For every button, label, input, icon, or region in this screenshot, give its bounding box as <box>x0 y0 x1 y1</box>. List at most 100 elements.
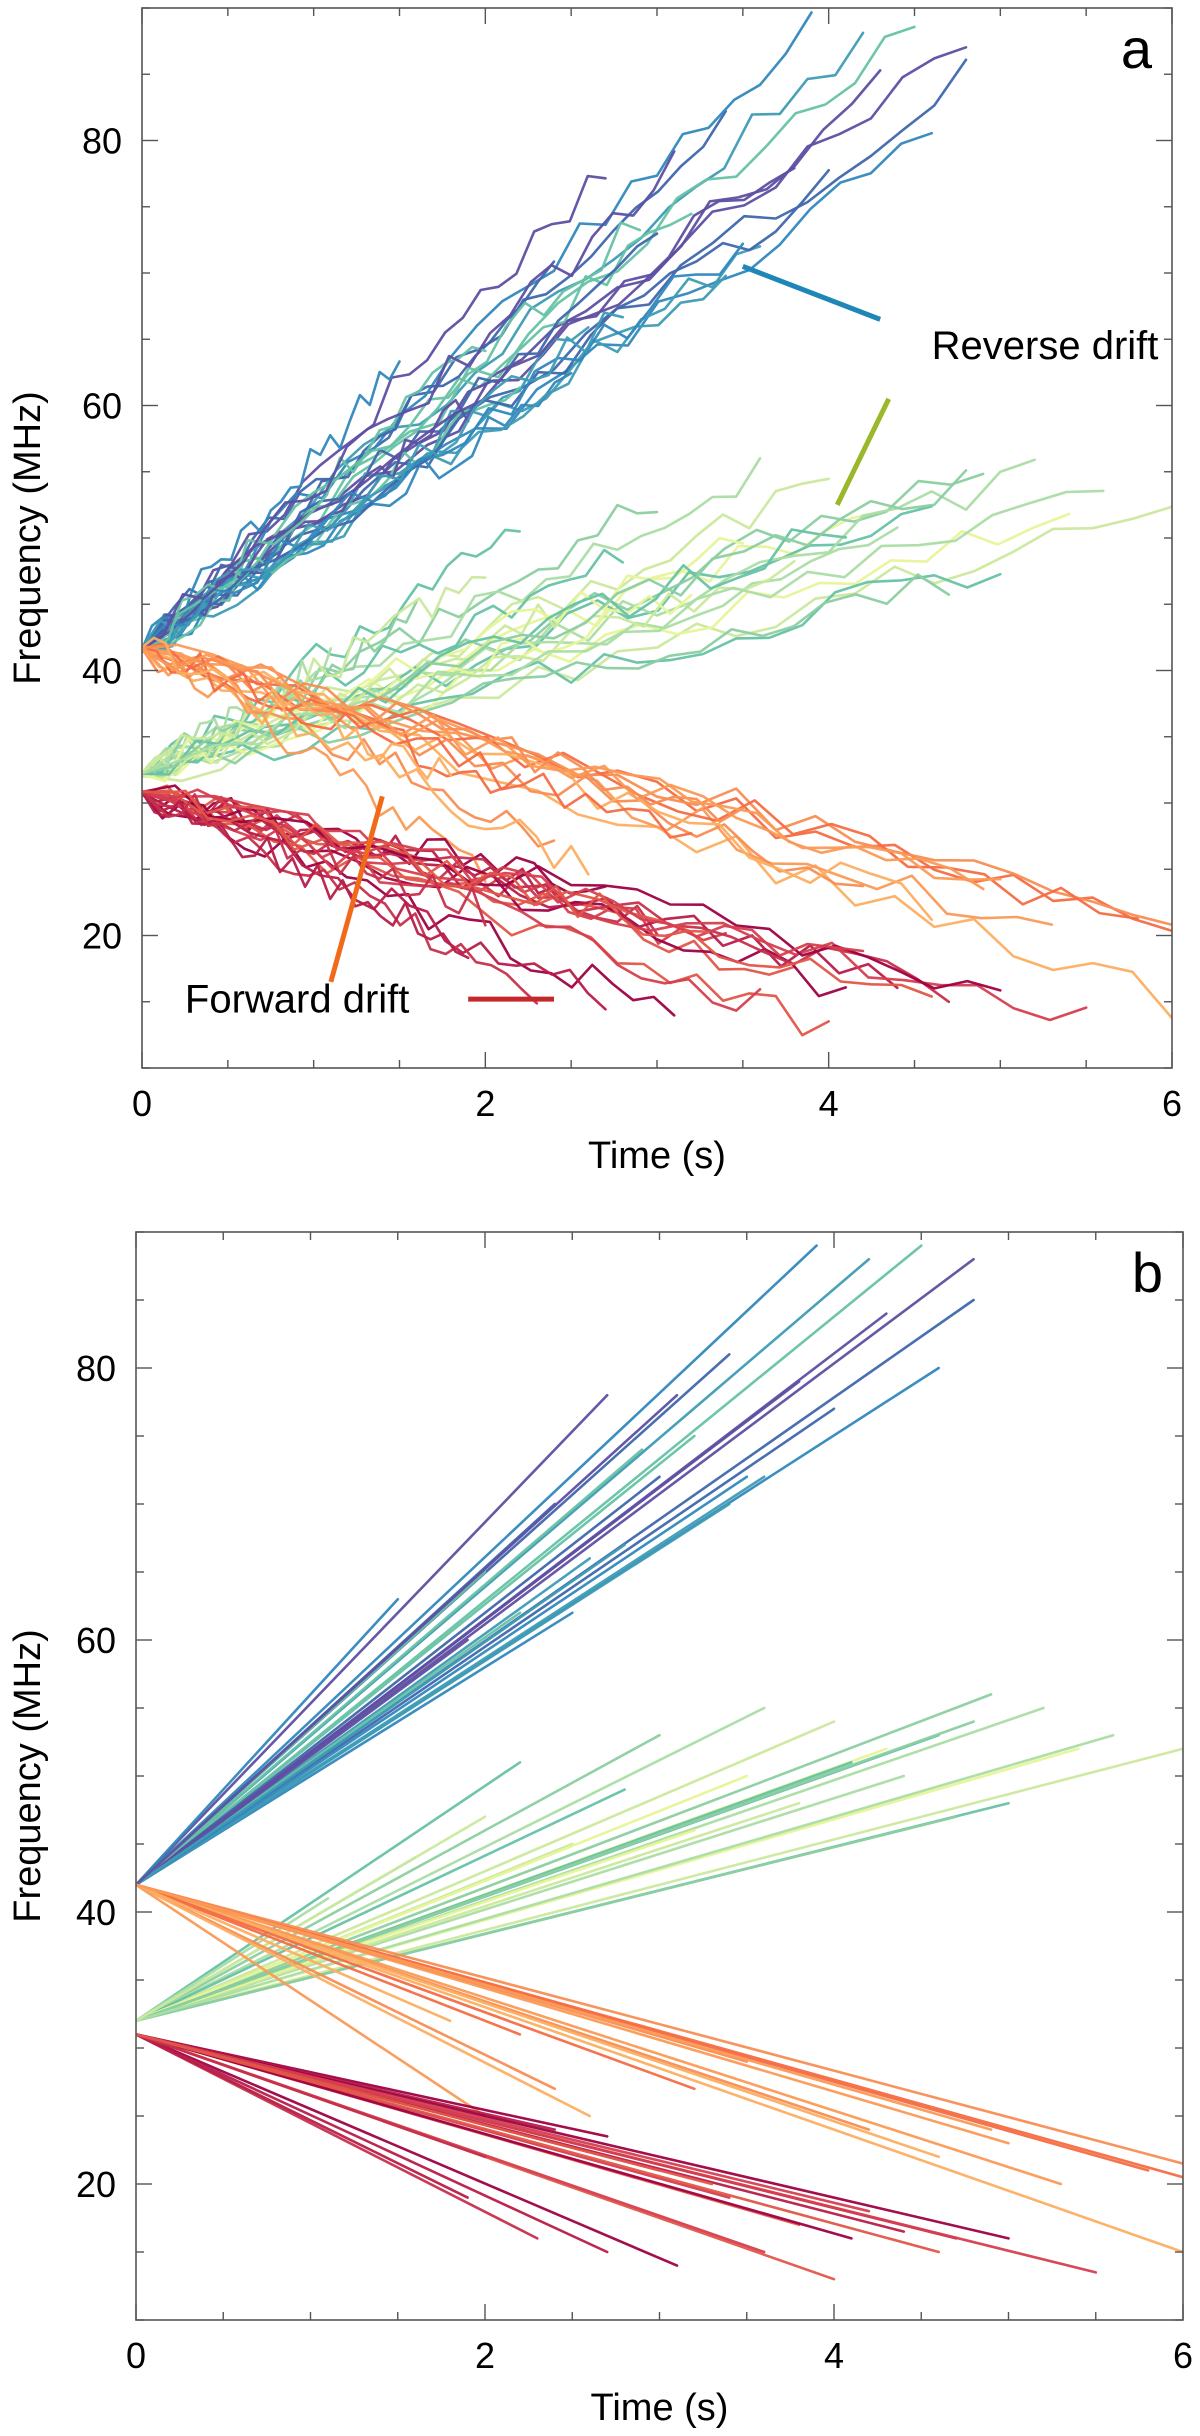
burst-line <box>136 1883 1183 2254</box>
burst-line <box>142 360 401 651</box>
series-1 <box>142 457 1172 783</box>
panel-b-tick-labels: 0 2 4 6 20 40 60 80 <box>76 1348 1193 2376</box>
x-tick-label: 4 <box>819 1083 839 1124</box>
burst-line <box>136 1393 679 1887</box>
burst-line <box>142 25 916 653</box>
burst-line <box>142 274 727 652</box>
burst-line <box>136 2033 469 2199</box>
burst-line <box>142 345 487 651</box>
burst-line <box>142 311 624 650</box>
annotation-label: Forward drift <box>185 977 410 1021</box>
series-3 <box>136 2033 1098 2281</box>
y-tick-label: 60 <box>82 386 122 427</box>
y-tick-label: 80 <box>82 121 122 162</box>
panel-a-letter: a <box>1121 17 1153 80</box>
burst-line <box>142 489 1105 775</box>
x-tick-label: 6 <box>1162 1083 1182 1124</box>
burst-line <box>136 1883 591 2118</box>
panel-a-ticks <box>141 7 1173 1069</box>
burst-line <box>136 2033 714 2186</box>
panel-b-y-axis-label: Frequency (MHz) <box>7 1629 49 1923</box>
burst-line <box>142 790 487 927</box>
burst-line <box>136 1393 609 1887</box>
burst-line <box>136 1720 836 2023</box>
panel-a-x-axis-label: Time (s) <box>588 1135 726 1177</box>
burst-line <box>142 647 333 777</box>
burst-line <box>136 2033 609 2254</box>
series-2 <box>136 1883 1183 2254</box>
burst-line <box>136 2033 940 2254</box>
y-tick-label: 40 <box>82 651 122 692</box>
panel-b-bursts <box>136 1244 1183 2281</box>
burst-line <box>142 386 521 652</box>
burst-line <box>136 1815 487 2023</box>
burst-line <box>136 1883 557 2091</box>
burst-line <box>136 1829 696 2023</box>
x-tick-label: 2 <box>475 1083 495 1124</box>
burst-line <box>142 150 676 650</box>
burst-line <box>136 1883 1183 2165</box>
y-tick-label: 60 <box>76 1620 116 1661</box>
annotation-pointer <box>328 795 385 983</box>
burst-line <box>136 1883 1063 2186</box>
burst-line <box>136 1693 993 2023</box>
x-tick-label: 6 <box>1173 2335 1193 2376</box>
burst-line <box>142 11 813 654</box>
panel-a-tick-labels: 0 2 4 6 20 40 60 80 <box>82 121 1182 1125</box>
panel-b-x-axis-label: Time (s) <box>591 2387 729 2429</box>
burst-line <box>136 1597 400 1887</box>
burst-line <box>136 1897 330 2023</box>
burst-line <box>136 1407 836 1887</box>
panel-a-bursts <box>142 11 1172 1037</box>
burst-line <box>136 1883 940 2159</box>
burst-line <box>136 1883 696 2091</box>
burst-line <box>136 2033 871 2213</box>
burst-line <box>136 1733 661 2023</box>
burst-line <box>136 1788 626 2023</box>
x-tick-label: 4 <box>824 2335 844 2376</box>
burst-line <box>142 646 985 891</box>
burst-line <box>142 788 865 957</box>
burst-line <box>142 646 521 794</box>
burst-line <box>136 1733 1115 2023</box>
burst-line <box>136 1883 522 2036</box>
burst-line <box>136 1312 888 1887</box>
burst-line <box>136 1747 1183 2023</box>
burst-line <box>142 69 882 651</box>
burst-line <box>142 790 470 960</box>
series-1 <box>136 1693 1183 2023</box>
burst-line <box>142 242 745 650</box>
burst-line <box>136 2033 679 2267</box>
burst-line <box>142 548 624 776</box>
series-2 <box>142 636 1172 1020</box>
burst-line <box>136 1883 487 2118</box>
burst-line <box>136 1883 993 2131</box>
annotation-label: Reverse drift <box>932 324 1159 368</box>
burst-line <box>142 575 487 775</box>
x-tick-label: 0 <box>132 1083 152 1124</box>
burst-line <box>136 1448 644 1887</box>
burst-line <box>142 789 830 1037</box>
burst-line <box>136 1434 696 1887</box>
x-tick-label: 0 <box>126 2335 146 2376</box>
burst-line <box>136 1543 626 1887</box>
burst-line <box>136 1761 522 2023</box>
burst-line <box>136 1720 975 2023</box>
x-tick-label: 2 <box>475 2335 495 2376</box>
series-3 <box>142 784 1088 1037</box>
burst-line <box>136 1475 749 1887</box>
burst-line <box>142 644 745 823</box>
burst-line <box>142 572 1002 777</box>
burst-line <box>136 1244 818 1887</box>
burst-line <box>136 1502 731 1887</box>
burst-line <box>142 647 933 921</box>
y-tick-label: 40 <box>76 1892 116 1933</box>
burst-line <box>136 2033 487 2159</box>
burst-line <box>142 647 556 848</box>
burst-line <box>142 791 762 1012</box>
panel-b: 0 2 4 6 20 40 60 80 Time (s) Frequency (MHz) b <box>7 1231 1193 2429</box>
burst-line <box>136 2033 853 2240</box>
